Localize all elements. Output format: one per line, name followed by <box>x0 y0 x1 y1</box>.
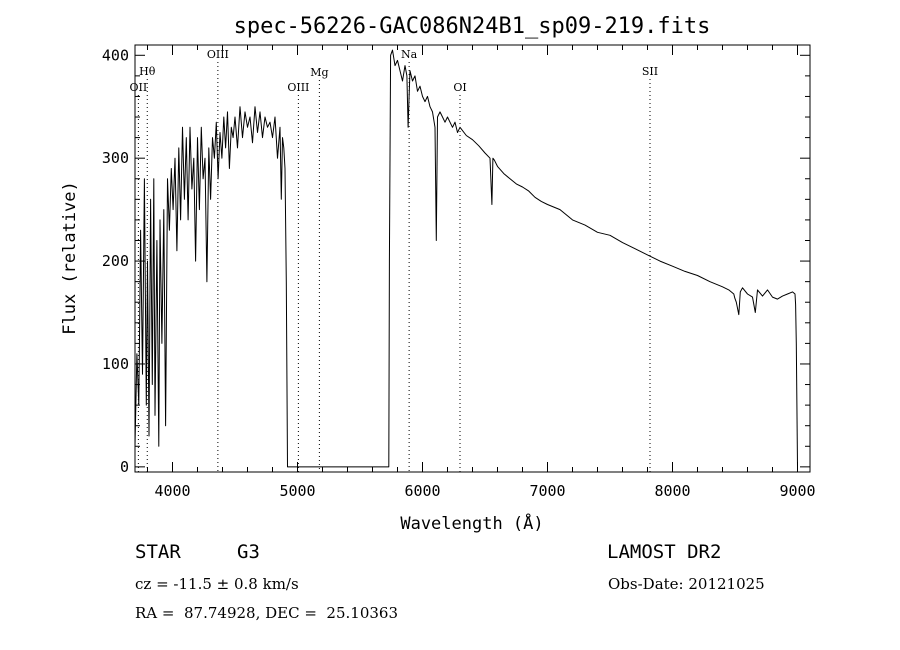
x-tick-label: 8000 <box>654 482 690 500</box>
spectrum-series-line <box>134 49 798 468</box>
x-axis-label: Wavelength (Å) <box>400 512 543 534</box>
x-tick-label: 6000 <box>404 482 440 500</box>
plot-frame <box>134 44 811 473</box>
y-tick-label: 200 <box>102 252 129 270</box>
x-tick-label: 4000 <box>154 482 190 500</box>
redshift-text: cz = -11.5 ± 0.8 km/s <box>135 575 299 593</box>
line-marker-label: OI <box>453 81 466 94</box>
line-marker-label: OIII <box>207 48 229 61</box>
y-tick-label: 100 <box>102 355 129 373</box>
obs-date-text: Obs-Date: 20121025 <box>608 575 765 593</box>
y-tick-label: 400 <box>102 46 129 64</box>
coordinates-text: RA = 87.74928, DEC = 25.10363 <box>135 604 399 622</box>
line-marker-label: Na <box>401 48 418 61</box>
line-marker-label: SII <box>642 65 658 78</box>
y-tick-label: 300 <box>102 149 129 167</box>
line-marker-label: OIII <box>287 81 309 94</box>
line-marker-label: Hθ <box>139 65 156 78</box>
x-tick-label: 7000 <box>529 482 565 500</box>
y-axis-label: Flux (relative) <box>60 181 80 335</box>
line-marker-label: OII <box>130 81 148 94</box>
object-class: STAR <box>135 541 181 563</box>
object-subclass: G3 <box>237 541 260 563</box>
axis-ticks: 4000 5000 6000 7000 8000 9000 0 100 200 300 400 <box>102 45 816 500</box>
chart-title: spec-56226-GAC086N24B1_sp09-219.fits <box>234 14 711 39</box>
y-tick-label: 0 <box>120 458 129 476</box>
line-marker-label: Mg <box>310 66 328 79</box>
x-tick-label: 5000 <box>279 482 315 500</box>
x-tick-label: 9000 <box>779 482 815 500</box>
survey-label: LAMOST DR2 <box>607 541 722 563</box>
